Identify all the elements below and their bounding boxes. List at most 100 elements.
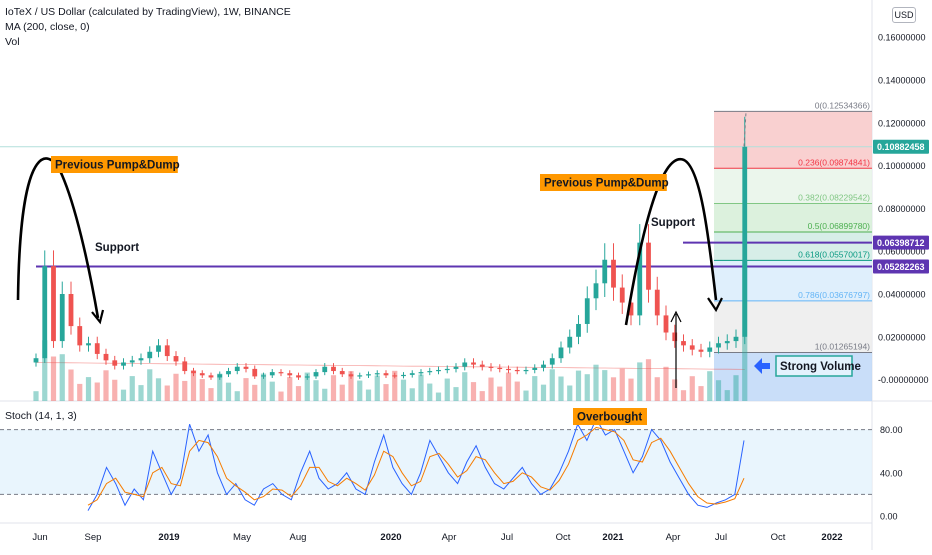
candle-body xyxy=(357,375,363,377)
candle-body xyxy=(611,259,616,288)
candle-body xyxy=(418,372,424,374)
volume-bar xyxy=(322,388,328,401)
volume-bar xyxy=(42,340,48,401)
volume-bar xyxy=(689,376,695,401)
volume-bar xyxy=(269,381,275,401)
candle-body xyxy=(392,375,398,377)
volume-bar xyxy=(505,372,512,401)
candle-body xyxy=(313,372,319,377)
price-axis-tick: 0.16000000 xyxy=(878,33,926,43)
candle-body xyxy=(304,376,310,378)
candle-body xyxy=(523,369,529,372)
candle-body xyxy=(234,366,240,372)
volume-bar xyxy=(418,374,424,401)
price-badge xyxy=(873,235,929,250)
candle-body xyxy=(733,336,739,342)
candle-body xyxy=(479,364,485,367)
annotation-box xyxy=(775,355,853,377)
fib-level-label: 1(0.01265194) xyxy=(815,342,870,352)
candle-body xyxy=(287,373,293,376)
volume-bar xyxy=(217,373,223,401)
volume-bar xyxy=(365,389,372,401)
currency-button[interactable]: USD xyxy=(892,7,916,23)
candle-body xyxy=(436,369,441,372)
fib-level-label: 0.5(0.06899780) xyxy=(808,221,871,231)
volume-bar xyxy=(94,382,100,401)
volume-bar xyxy=(645,359,652,401)
candle-body xyxy=(549,358,555,365)
fib-level-label: 0.382(0.08229542) xyxy=(798,192,870,202)
annotation-text: Support xyxy=(651,217,695,229)
candle-body xyxy=(269,372,275,376)
volume-bar xyxy=(680,390,687,401)
arrow-head xyxy=(91,309,105,325)
volume-bar xyxy=(549,369,555,401)
volume-bar xyxy=(173,373,179,401)
candle-body xyxy=(681,341,686,346)
candle-body xyxy=(296,375,301,378)
candle-body xyxy=(129,360,135,363)
time-axis-tick: Jun xyxy=(32,532,47,543)
time-axis-tick: Aug xyxy=(290,532,307,543)
volume-bar xyxy=(523,390,529,401)
candle-body xyxy=(199,373,205,376)
time-axis-tick: Sep xyxy=(85,532,102,543)
candle-body xyxy=(637,242,643,316)
volume-bar xyxy=(252,384,258,401)
volume-bar xyxy=(532,376,538,401)
volume-bar xyxy=(514,381,520,401)
volume-bar xyxy=(138,385,144,401)
volume-bar xyxy=(33,391,39,401)
candle-body xyxy=(576,323,581,337)
candle-body xyxy=(409,373,415,375)
candle-body xyxy=(401,374,406,377)
fib-zone xyxy=(714,300,872,353)
volume-bar xyxy=(593,364,599,401)
volume-bar xyxy=(392,370,398,401)
volume-bar xyxy=(225,382,232,401)
price-badge-label: 0.05282263 xyxy=(877,262,925,272)
candle-body xyxy=(261,375,266,377)
candle-body xyxy=(471,362,476,365)
candle-body xyxy=(506,368,511,371)
volume-bar xyxy=(120,389,127,401)
candle-body xyxy=(77,326,83,346)
volume-bar xyxy=(602,370,608,401)
candle-body xyxy=(724,341,730,344)
candle-body xyxy=(191,371,196,374)
volume-bar xyxy=(724,390,730,401)
volume-bar xyxy=(85,377,92,401)
time-axis-tick: Apr xyxy=(666,532,681,543)
fib-zone xyxy=(714,111,872,169)
time-axis-tick: 2021 xyxy=(602,532,624,543)
volume-bar xyxy=(234,391,240,401)
time-axis-tick: Jul xyxy=(501,532,513,543)
volume-bar xyxy=(453,387,459,401)
volume-bar xyxy=(330,375,337,401)
fib-level-label: 0.618(0.05570017) xyxy=(798,249,870,259)
candle-body xyxy=(42,266,48,359)
candle-body xyxy=(672,332,678,342)
volume-bar xyxy=(672,379,678,401)
volume-bar xyxy=(654,377,660,401)
candle-body xyxy=(593,283,599,299)
candle-body xyxy=(339,371,345,375)
candle-body xyxy=(654,289,660,316)
volume-bar xyxy=(295,386,302,401)
volume-bar xyxy=(147,369,153,401)
candle-body xyxy=(366,374,371,376)
candle-body xyxy=(331,366,336,372)
candle-body xyxy=(488,366,494,368)
price-axis-tick: 0.08000000 xyxy=(878,204,926,214)
volume-bar xyxy=(637,362,643,401)
arrow-head xyxy=(707,297,723,313)
volume-bar xyxy=(287,377,293,401)
candle-body xyxy=(646,242,651,290)
price-badge-label: 0.10882458 xyxy=(877,142,925,152)
volume-bar xyxy=(260,373,267,401)
volume-bar xyxy=(715,380,722,401)
candle-body xyxy=(567,336,573,348)
volume-bar xyxy=(383,384,389,401)
